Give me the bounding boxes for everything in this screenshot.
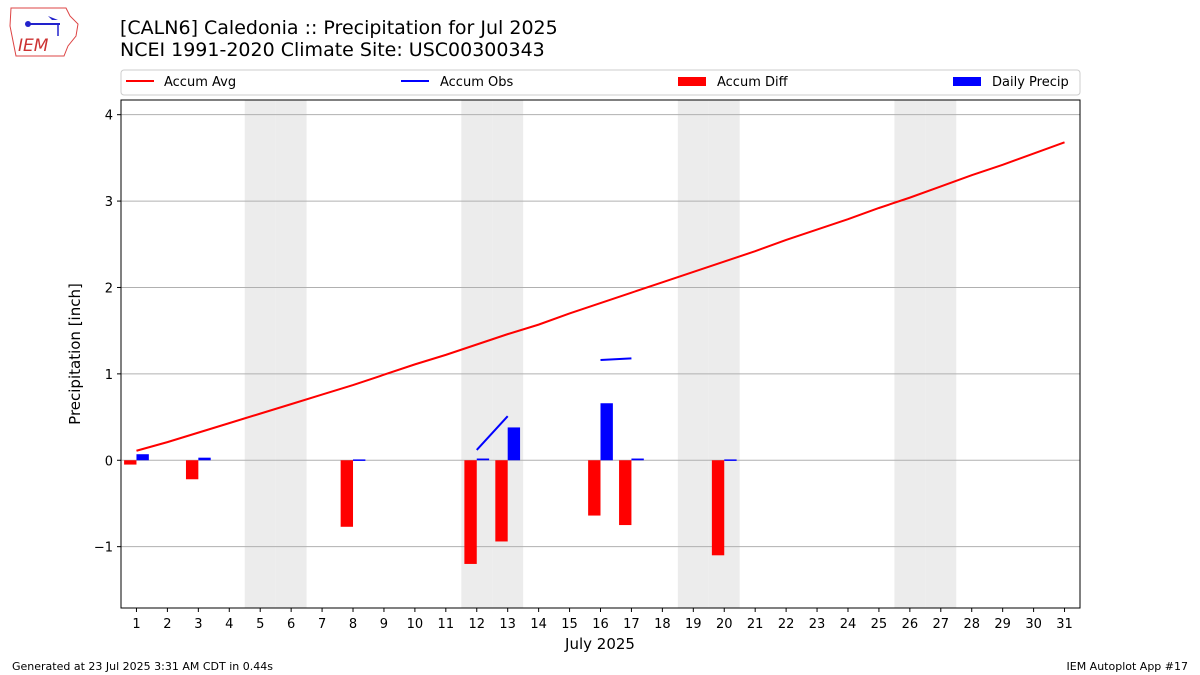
x-tick-label: 29 (994, 617, 1011, 632)
daily-precip-bar (136, 454, 149, 461)
y-tick-label: 0 (105, 454, 113, 469)
chart-title: [CALN6] Caledonia :: Precipitation for J… (120, 17, 558, 39)
x-tick-label: 8 (349, 617, 357, 632)
accum-diff-bar (711, 460, 725, 556)
x-tick-label: 4 (225, 617, 233, 632)
x-tick-label: 1 (132, 617, 140, 632)
daily-precip-bar (724, 459, 737, 461)
precipitation-chart: Accum Avg Accum Obs Accum Diff Daily Pre… (66, 69, 1081, 653)
legend-daily-precip-swatch (953, 77, 981, 86)
legend-accum-avg: Accum Avg (164, 75, 236, 90)
legend-accum-diff: Accum Diff (717, 75, 789, 90)
plot-frame (120, 99, 1081, 609)
weekend-shade (677, 100, 709, 608)
x-tick-label: 9 (380, 617, 388, 632)
x-tick-label: 26 (902, 617, 919, 632)
x-tick-label: 25 (871, 617, 888, 632)
x-tick-label: 17 (623, 617, 640, 632)
legend: Accum Avg Accum Obs Accum Diff Daily Pre… (120, 69, 1081, 96)
x-tick-label: 23 (809, 617, 826, 632)
x-tick-label: 31 (1056, 617, 1073, 632)
legend-accum-diff-swatch (678, 77, 706, 86)
accum-obs-line (476, 415, 509, 451)
accum-diff-bar (464, 460, 477, 564)
legend-daily-precip: Daily Precip (992, 75, 1069, 90)
daily-precip-bar (198, 457, 211, 461)
accum-diff-bar (588, 460, 601, 516)
accum-diff-bar (495, 460, 508, 542)
footer-generated: Generated at 23 Jul 2025 3:31 AM CDT in … (12, 660, 273, 673)
x-tick-label: 27 (933, 617, 950, 632)
y-tick-label: 3 (105, 195, 113, 210)
footer-app: IEM Autoplot App #17 (1066, 660, 1189, 673)
chart-subtitle: NCEI 1991-2020 Climate Site: USC00300343 (120, 39, 545, 61)
x-tick-label: 6 (287, 617, 295, 632)
x-tick-label: 24 (840, 617, 857, 632)
x-tick-label: 12 (468, 617, 485, 632)
weekend-shade (275, 100, 307, 608)
legend-accum-obs: Accum Obs (440, 75, 513, 90)
accum-obs-line (600, 357, 632, 362)
weekend-shade (925, 100, 957, 608)
x-tick-label: 22 (778, 617, 795, 632)
x-tick-label: 28 (963, 617, 980, 632)
daily-precip-bar (600, 403, 613, 461)
x-tick-label: 2 (163, 617, 171, 632)
iem-logo: IEM (9, 7, 79, 57)
x-tick-label: 10 (407, 617, 424, 632)
x-tick-label: 7 (318, 617, 326, 632)
accum-avg-line (136, 141, 1065, 452)
accum-diff-bar (619, 460, 632, 526)
daily-precip-bar (631, 458, 644, 461)
weekend-shade (244, 100, 276, 608)
y-axis-label: Precipitation [inch] (66, 283, 84, 425)
x-tick-label: 30 (1025, 617, 1042, 632)
x-tick-label: 19 (685, 617, 702, 632)
x-tick-label: 3 (194, 617, 202, 632)
daily-precip-bar (507, 427, 521, 461)
accum-diff-bar (185, 460, 199, 480)
x-tick-label: 18 (654, 617, 671, 632)
accum-diff-bar (340, 460, 354, 527)
y-tick-label: 4 (105, 109, 113, 124)
daily-precip-bar (353, 459, 366, 461)
weekend-shade (894, 100, 926, 608)
accum-diff-bar (124, 460, 137, 465)
y-tick-label: 1 (105, 368, 113, 383)
x-tick-label: 16 (592, 617, 609, 632)
x-tick-label: 21 (747, 617, 764, 632)
daily-precip-bar (476, 458, 490, 461)
y-tick-label: −1 (94, 541, 113, 556)
x-tick-label: 5 (256, 617, 264, 632)
x-tick-label: 15 (561, 617, 578, 632)
x-tick-label: 14 (530, 617, 547, 632)
x-tick-label: 11 (438, 617, 455, 632)
svg-text:IEM: IEM (18, 36, 49, 56)
x-tick-label: 13 (499, 617, 516, 632)
x-axis-label: July 2025 (564, 635, 635, 653)
y-tick-label: 2 (105, 281, 113, 296)
x-tick-label: 20 (716, 617, 733, 632)
